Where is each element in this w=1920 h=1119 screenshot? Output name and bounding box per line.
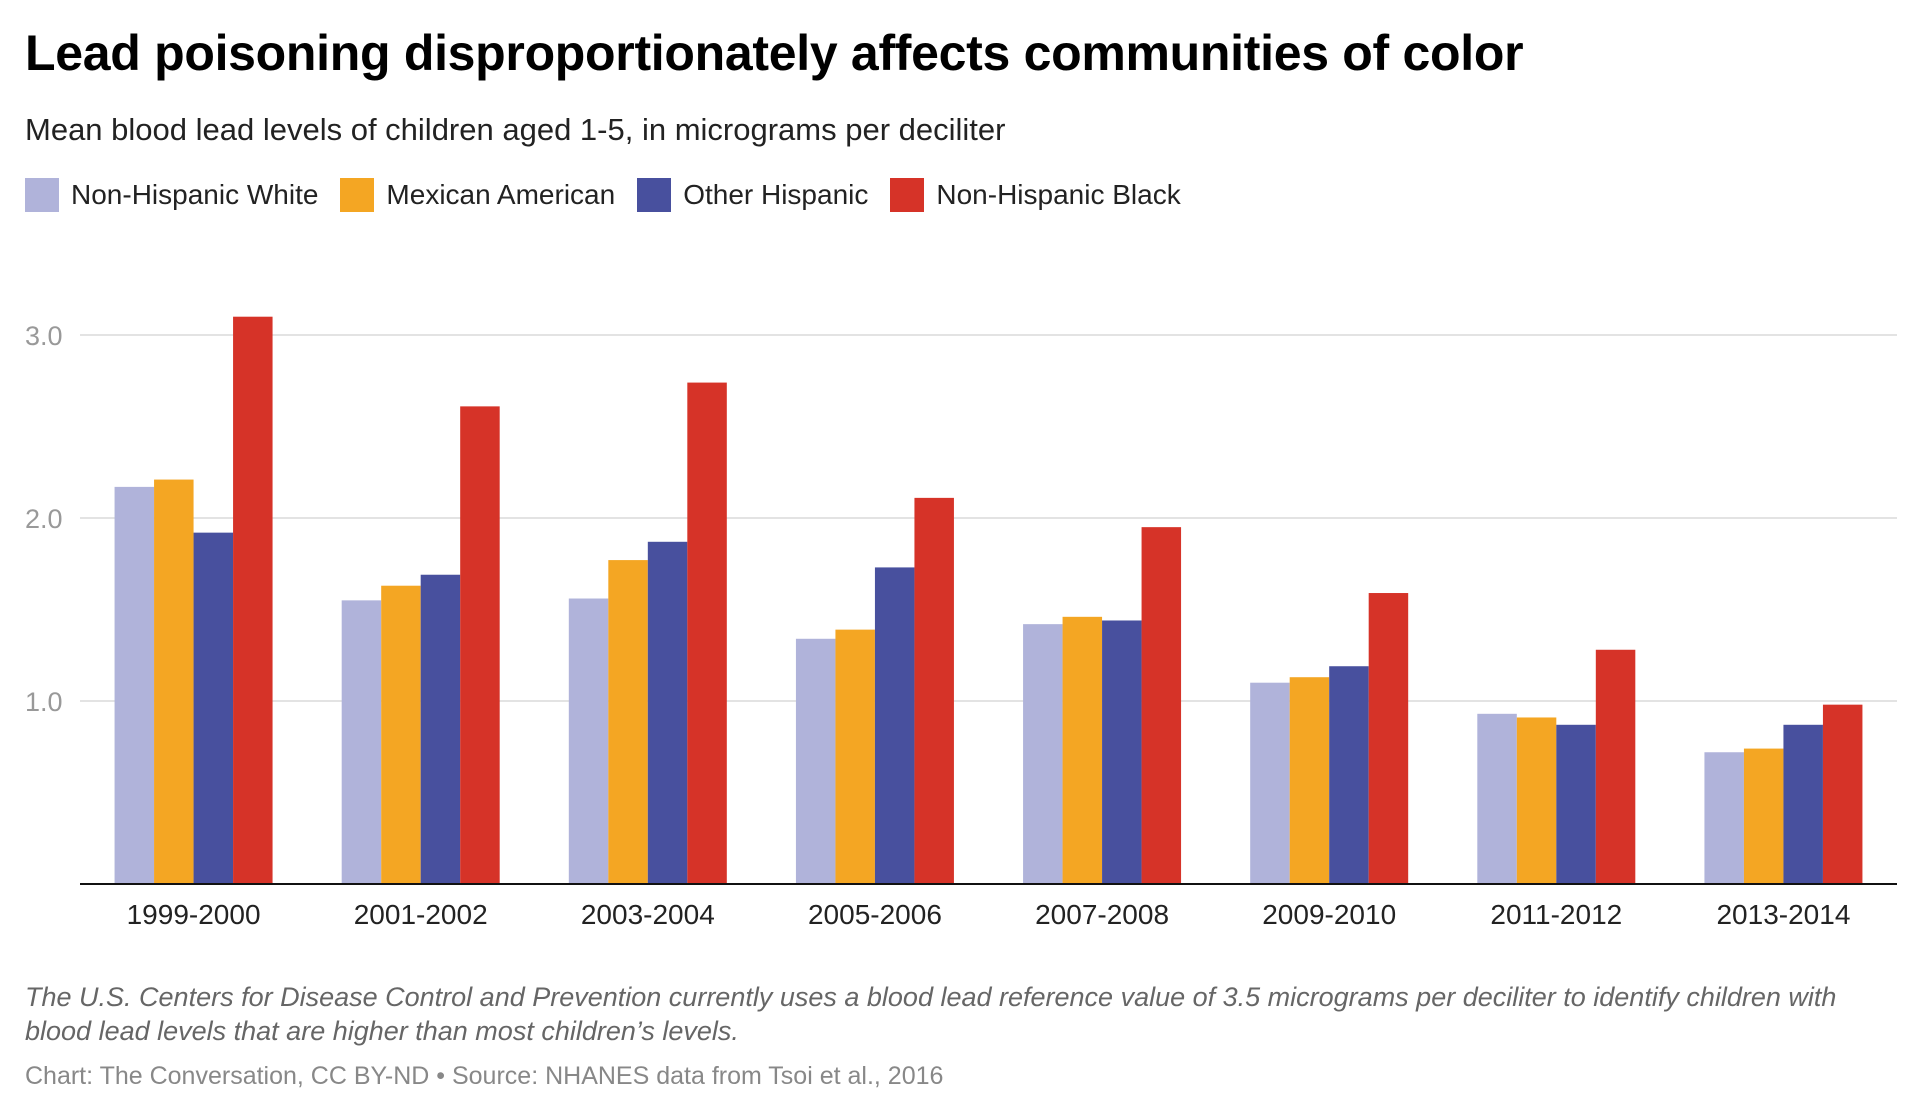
bar-other-hispanic [1556,724,1596,884]
chart-title: Lead poisoning disproportionately affect… [25,25,1524,81]
bar-non-hispanic-white [1250,682,1290,884]
bar-non-hispanic-black [1368,593,1409,884]
bar-other-hispanic [1329,666,1369,884]
bar-mexican-american [1289,677,1330,884]
bar-other-hispanic [420,574,461,884]
legend-item: Mexican American [340,178,615,212]
y-tick-label: 2.0 [25,504,63,534]
bar-non-hispanic-white [1477,713,1517,884]
x-tick-label: 2013-2014 [1716,899,1850,930]
bar-non-hispanic-black [1141,527,1182,884]
legend-swatch [637,178,672,212]
bar-non-hispanic-white [114,486,155,884]
x-tick-label: 2001-2002 [354,899,488,930]
bar-chart: 1.0 2.0 3.0 1999-2000 2001-2002 2003-2004 2005… [25,316,1897,930]
bar-mexican-american [1062,616,1103,884]
legend: Non-Hispanic White Mexican American Othe… [25,178,1203,212]
x-tick-label: 2005-2006 [808,899,942,930]
legend-label: Other Hispanic [683,179,869,210]
bar-other-hispanic [1102,620,1142,884]
bar-non-hispanic-black [460,406,500,884]
bar-non-hispanic-white [795,638,836,884]
chart-subtitle: Mean blood lead levels of children aged … [25,112,1006,147]
legend-swatch [25,178,59,212]
legend-label: Mexican American [386,179,616,210]
bar-non-hispanic-black [1595,649,1636,884]
bar-non-hispanic-black [1822,704,1863,884]
bar-other-hispanic [647,541,688,884]
legend-swatch [340,178,375,212]
legend-item: Non-Hispanic White [25,178,318,212]
bar-mexican-american [381,585,421,884]
bar-non-hispanic-white [568,598,609,884]
x-tick-label: 1999-2000 [127,899,261,930]
bar-non-hispanic-white [341,600,382,884]
bar-non-hispanic-black [687,382,727,884]
legend-item: Non-Hispanic Black [890,178,1181,212]
y-tick-label: 3.0 [25,321,63,351]
legend-swatch [890,178,925,212]
x-tick-label: 2007-2008 [1035,899,1169,930]
bar-mexican-american [1743,748,1784,884]
bar-mexican-american [835,629,875,884]
bar-mexican-american [608,560,648,884]
x-tick-label: 2011-2012 [1490,899,1622,930]
legend-item: Other Hispanic [637,178,868,212]
legend-label: Non-Hispanic White [71,179,319,210]
chart-note: The U.S. Centers for Disease Control and… [25,982,1837,1046]
x-tick-label: 2009-2010 [1262,899,1396,930]
bar-non-hispanic-black [233,316,273,884]
bar-non-hispanic-black [914,497,954,884]
bar-other-hispanic [1783,724,1823,884]
bar-mexican-american [154,479,194,884]
x-tick-label: 2003-2004 [581,899,715,930]
y-tick-label: 1.0 [25,687,63,717]
bar-non-hispanic-white [1704,752,1744,884]
bar-other-hispanic [874,567,915,884]
bar-non-hispanic-white [1023,624,1063,884]
chart-source: Chart: The Conversation, CC BY-ND • Sour… [25,1062,944,1090]
legend-label: Non-Hispanic Black [936,179,1181,210]
bar-mexican-american [1516,717,1557,884]
bar-other-hispanic [193,532,234,884]
